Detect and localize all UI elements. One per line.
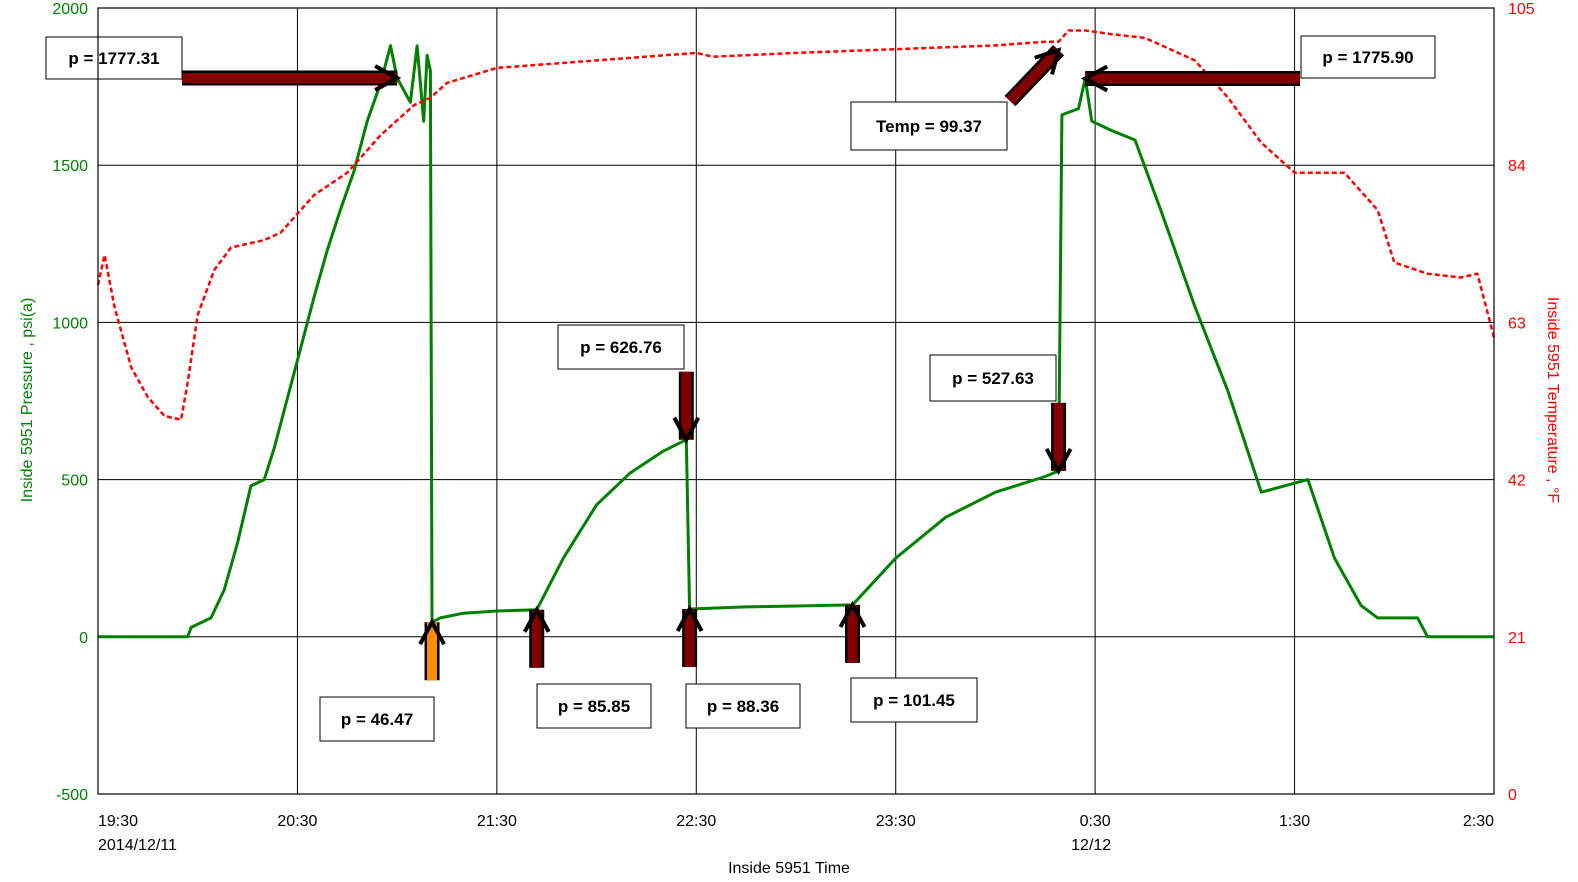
annotation-label: p = 46.47 bbox=[341, 710, 413, 729]
y-left-tick-label: 500 bbox=[61, 473, 88, 490]
annotation-box bbox=[45, 36, 183, 80]
annotation-arrow bbox=[675, 604, 704, 668]
arrow-head bbox=[1034, 47, 1062, 75]
arrow-head bbox=[1044, 447, 1073, 476]
annotation-box bbox=[685, 683, 801, 729]
annotation-box bbox=[850, 677, 978, 723]
annotation-box bbox=[557, 324, 685, 370]
annotation-label: p = 626.76 bbox=[580, 338, 662, 357]
arrow-head bbox=[672, 416, 701, 444]
temperature-series-line bbox=[96, 29, 1496, 421]
y-right-tick-label: 105 bbox=[1508, 1, 1535, 18]
x-tick-sublabel: 2014/12/11 bbox=[98, 837, 177, 854]
arrow-head bbox=[838, 600, 867, 628]
annotation-arrow bbox=[182, 64, 402, 92]
x-tick-label: 20:30 bbox=[277, 813, 317, 830]
arrow-head bbox=[522, 605, 551, 633]
y-right-tick-label: 0 bbox=[1508, 787, 1517, 804]
y-right-tick-label: 21 bbox=[1508, 630, 1526, 647]
annotation-label: p = 1777.31 bbox=[68, 49, 159, 68]
annotation-box bbox=[536, 683, 652, 729]
x-tick-label: 0:30 bbox=[1080, 813, 1111, 830]
annotation-arrow bbox=[1080, 64, 1300, 93]
y-left-tick-label: 0 bbox=[79, 630, 88, 647]
left-axis-title: Inside 5951 Pressure , psi(a) bbox=[19, 298, 36, 503]
x-tick-label: 2:30 bbox=[1463, 813, 1494, 830]
annotation-box bbox=[1300, 35, 1436, 79]
y-left-tick-label: 1500 bbox=[52, 158, 88, 175]
annotation-arrow bbox=[838, 600, 867, 663]
grid bbox=[98, 7, 1494, 795]
x-tick-label: 21:30 bbox=[477, 813, 517, 830]
annotation-arrow bbox=[1004, 44, 1065, 107]
pressure-series-line bbox=[98, 44, 1494, 639]
x-tick-label: 23:30 bbox=[876, 813, 916, 830]
arrow-shaft bbox=[1006, 46, 1063, 105]
arrow-head bbox=[418, 618, 446, 646]
annotation-box bbox=[929, 354, 1057, 402]
annotation-label: p = 101.45 bbox=[873, 691, 955, 710]
y-right-tick-label: 63 bbox=[1508, 315, 1526, 332]
y-left-tick-label: -500 bbox=[56, 787, 88, 804]
annotation-label: p = 85.85 bbox=[558, 697, 630, 716]
y-right-tick-label: 42 bbox=[1508, 473, 1526, 490]
annotation-label: p = 88.36 bbox=[707, 697, 779, 716]
annotation-label: p = 527.63 bbox=[952, 369, 1034, 388]
y-left-tick-label: 2000 bbox=[52, 1, 88, 18]
x-axis-title: Inside 5951 Time bbox=[728, 860, 850, 877]
annotation-arrow bbox=[1044, 402, 1073, 476]
axis-ticks: 2000 1500 1000 500 0 -500 105 84 63 42 21 0 19:30 201… bbox=[52, 1, 1534, 854]
x-tick-label: 22:30 bbox=[676, 813, 716, 830]
annotation-arrow bbox=[522, 605, 551, 668]
arrow-head bbox=[675, 604, 704, 632]
annotation-label: Temp = 99.37 bbox=[876, 117, 982, 136]
x-tick-label: 1:30 bbox=[1279, 813, 1310, 830]
y-right-tick-label: 84 bbox=[1508, 158, 1526, 175]
annotation-box bbox=[319, 696, 435, 742]
x-tick-sublabel: 12/12 bbox=[1071, 837, 1111, 854]
y-left-tick-label: 1000 bbox=[52, 315, 88, 332]
annotation-arrow bbox=[672, 371, 701, 444]
arrow-head bbox=[1080, 64, 1109, 93]
plot-frame bbox=[97, 7, 1495, 795]
arrow-head bbox=[374, 64, 402, 92]
annotation-label: p = 1775.90 bbox=[1322, 48, 1413, 67]
annotation-box bbox=[850, 101, 1008, 151]
annotation-arrow bbox=[418, 618, 446, 681]
x-tick-label: 19:30 bbox=[98, 813, 138, 830]
series-layer bbox=[96, 29, 1496, 639]
right-axis-title: Inside 5951 Temperature , °F bbox=[1544, 297, 1561, 503]
annotation-layer: p = 1777.31 p = 46.47 p = 85.85 p = 626.76 p… bbox=[45, 35, 1436, 742]
